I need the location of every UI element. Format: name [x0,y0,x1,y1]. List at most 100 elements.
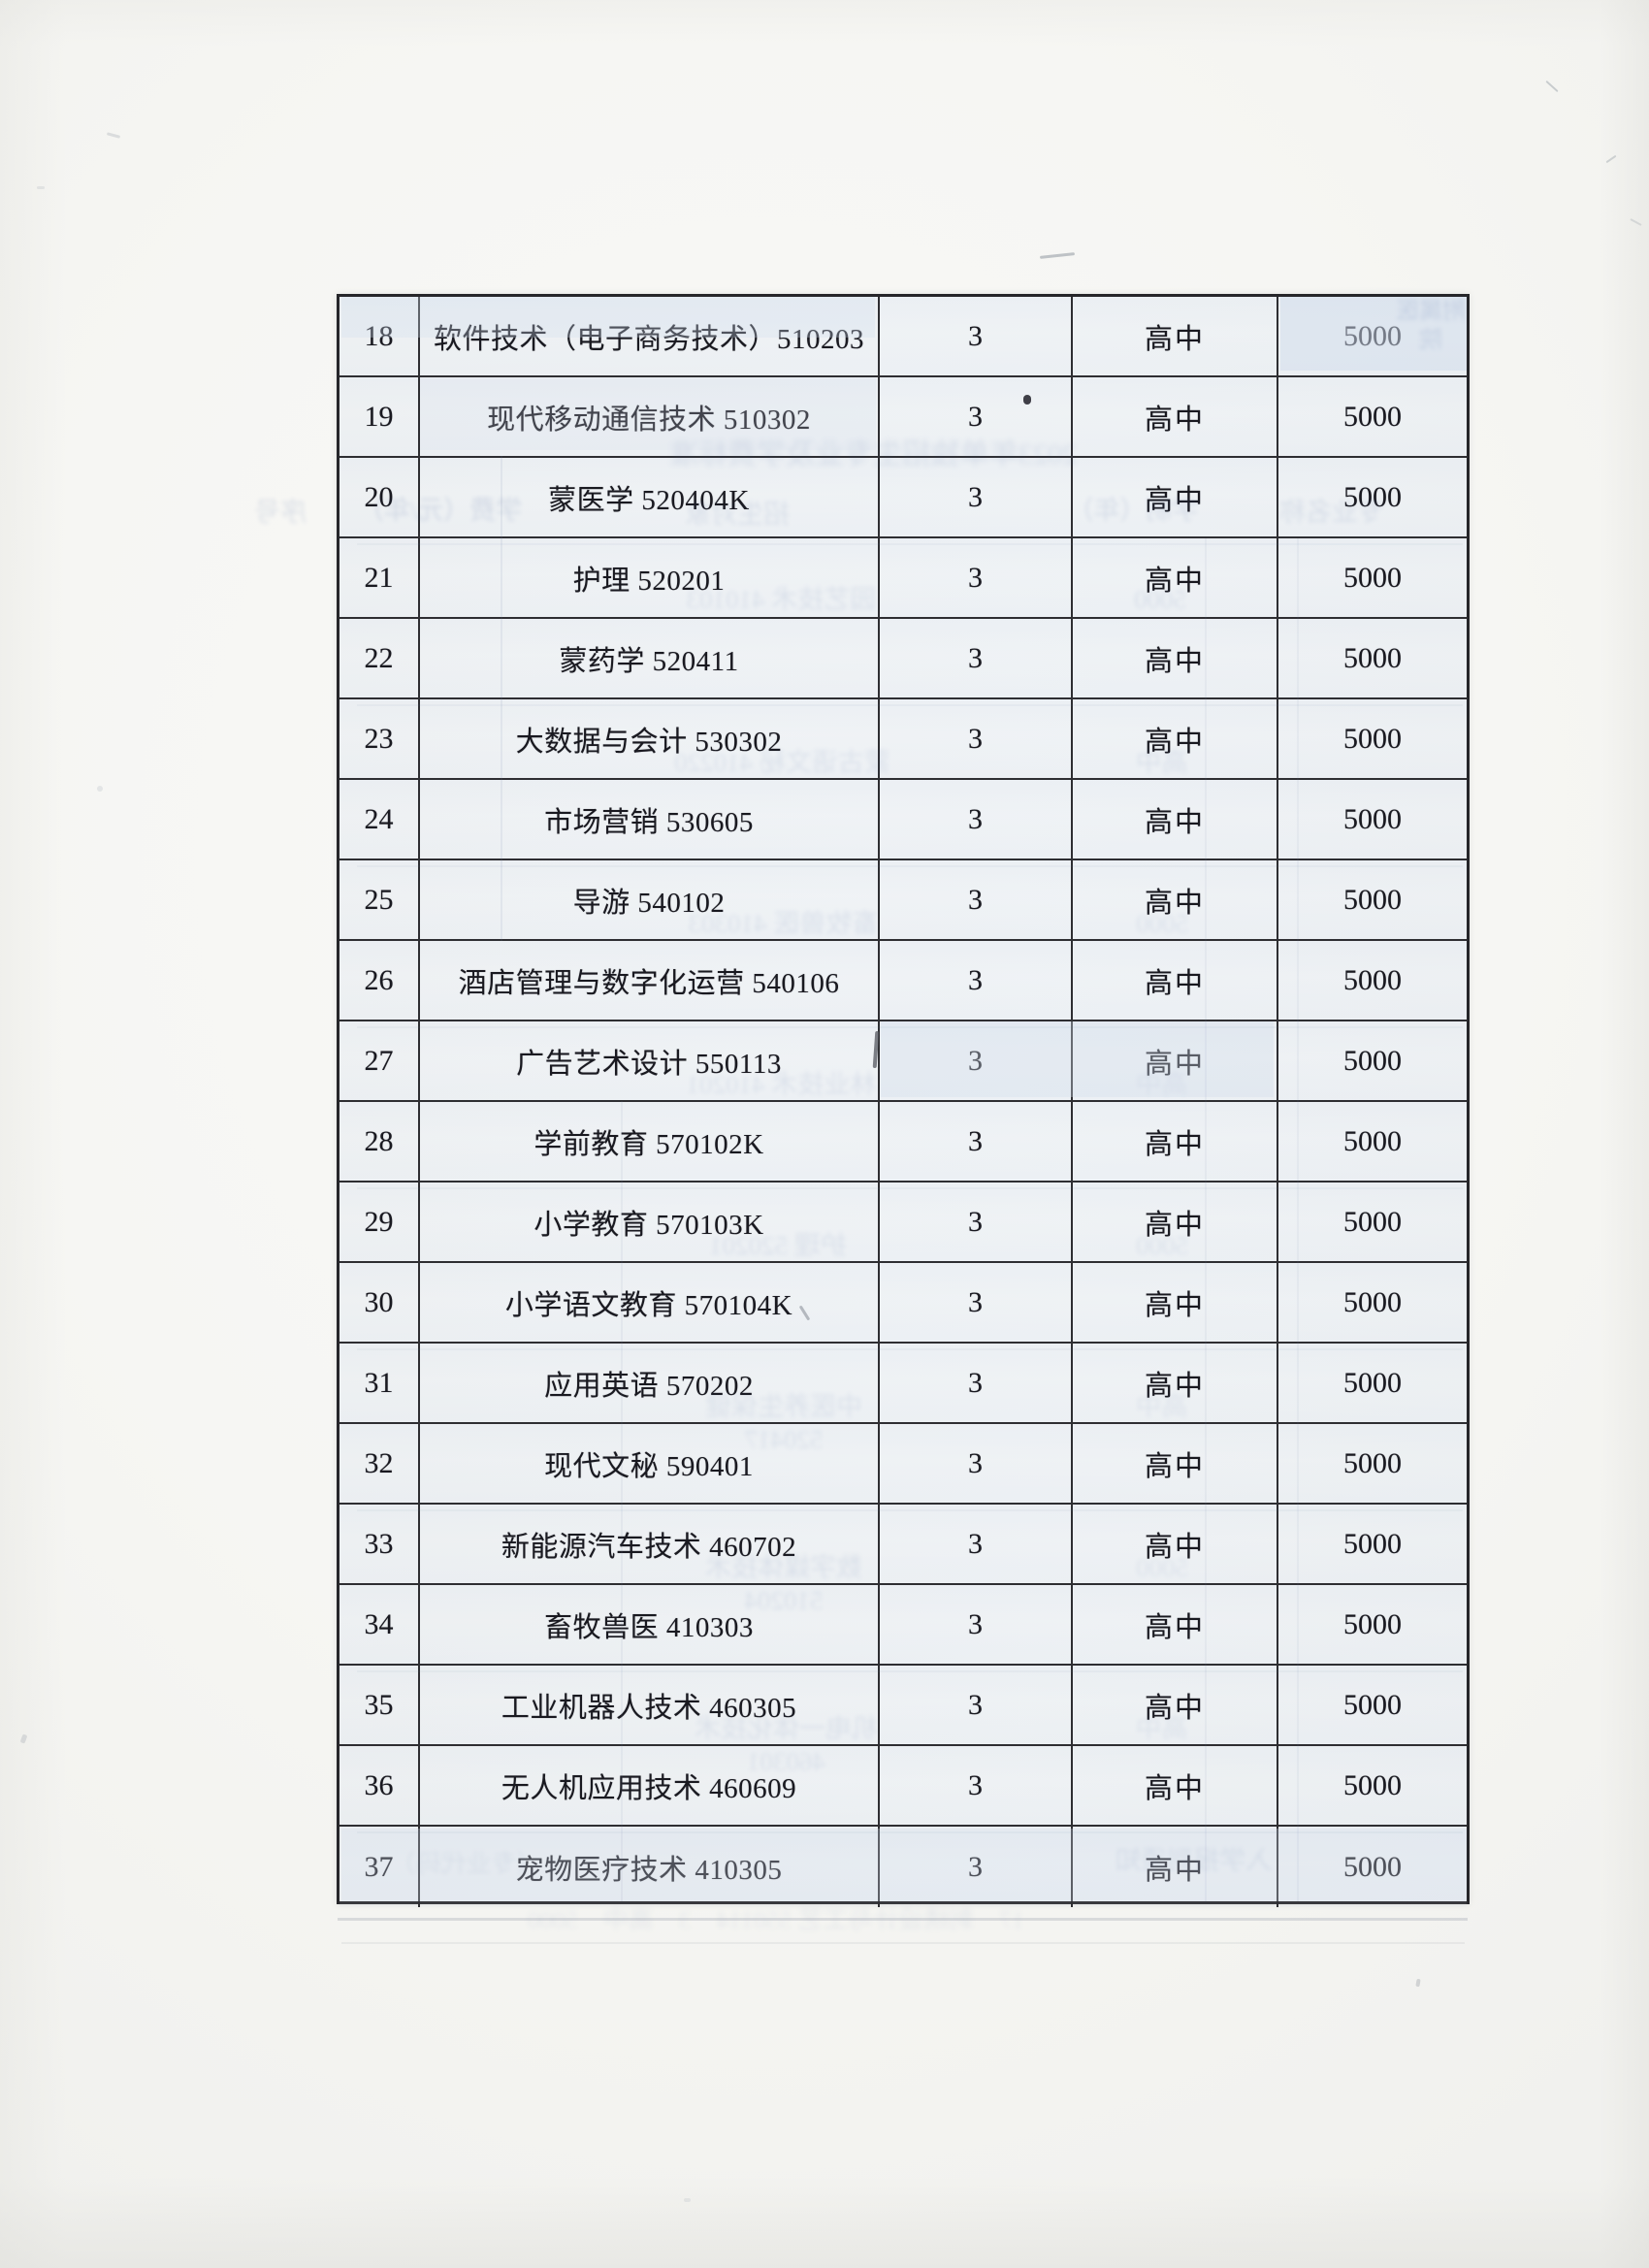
education-level-cell: 高中 [1073,1746,1278,1825]
tuition-fee-cell: 5000 [1343,1607,1402,1640]
scan-artifact-mark [338,1918,1468,1921]
education-level-cell: 高中 [1073,619,1278,697]
program-name-cell: 市场营销 530605 [420,780,880,859]
tuition-fee-cell: 5000 [1343,1124,1402,1157]
table-row: 30 小学语文教育 570104K 3 高中 5000 [340,1263,1467,1344]
program-name-cell: 大数据与会计 530302 [420,699,880,778]
tuition-fee-cell: 5000 [1343,722,1402,755]
education-level-cell: 高中 [1073,860,1278,939]
education-level-cell: 高中 [1073,1021,1278,1100]
table-row: 20 蒙医学 520404K 3 高中 5000 [340,458,1467,538]
education-level-cell: 高中 [1073,538,1278,617]
row-number-cell: 34 [340,1585,420,1664]
row-number-cell: 29 [340,1183,420,1261]
row-number-cell: 24 [340,780,420,859]
program-name-cell: 小学语文教育 570104K [420,1263,880,1342]
tuition-fee-cell: 5000 [1343,319,1402,352]
tuition-fee-cell: 5000 [1343,1446,1402,1479]
tuition-fee-cell: 5000 [1343,1768,1402,1801]
education-level-cell: 高中 [1073,941,1278,1020]
tuition-fee-cell: 5000 [1343,1527,1402,1560]
tuition-fee-cell: 5000 [1343,1044,1402,1077]
duration-years-cell: 3 [880,1827,1073,1907]
scan-artifact-mark [37,186,45,189]
row-number-cell: 27 [340,1021,420,1100]
education-level-cell: 高中 [1073,780,1278,859]
duration-years-cell: 3 [880,1585,1073,1664]
duration-years-cell: 3 [880,860,1073,939]
program-name-cell: 广告艺术设计 550113 [420,1021,880,1100]
education-level-cell: 高中 [1073,377,1278,456]
row-number-cell: 36 [340,1746,420,1825]
scan-artifact-mark [1630,218,1642,226]
education-level-cell: 高中 [1073,1585,1278,1664]
education-level-cell: 高中 [1073,1344,1278,1422]
program-name-cell: 现代移动通信技术 510302 [420,377,880,456]
table-row: 28 学前教育 570102K 3 高中 5000 [340,1102,1467,1183]
duration-years-cell: 3 [880,619,1073,697]
education-level-cell: 高中 [1073,458,1278,536]
duration-years-cell: 3 [880,1666,1073,1744]
tuition-fee-cell: 5000 [1343,1285,1402,1318]
program-name-cell: 酒店管理与数字化运营 540106 [420,941,880,1020]
duration-years-cell: 3 [880,1344,1073,1422]
scan-artifact-mark [97,786,103,792]
row-number-cell: 32 [340,1424,420,1503]
table-row: 24 市场营销 530605 3 高中 5000 [340,780,1467,860]
row-number-cell: 21 [340,538,420,617]
tuition-fee-cell: 5000 [1343,1688,1402,1721]
education-level-cell: 高中 [1073,1183,1278,1261]
tuition-fee-cell: 5000 [1343,641,1402,674]
program-name-cell: 畜牧兽医 410303 [420,1585,880,1664]
tuition-fee-cell: 5000 [1343,561,1402,594]
tuition-fee-cell: 5000 [1343,480,1402,513]
table-row: 37 宠物医疗技术 410305 3 高中 5000 [340,1827,1467,1907]
table-row: 23 大数据与会计 530302 3 高中 5000 [340,699,1467,780]
scan-artifact-mark [1039,252,1076,259]
table-row: 18 软件技术（电子商务技术）510203 3 高中 5000 [340,297,1467,377]
duration-years-cell: 3 [880,1505,1073,1583]
scan-artifact-mark [684,2198,691,2202]
row-number-cell: 35 [340,1666,420,1744]
table-row: 33 新能源汽车技术 460702 3 高中 5000 [340,1505,1467,1585]
table-row: 36 无人机应用技术 460609 3 高中 5000 [340,1746,1467,1827]
tuition-fee-cell: 5000 [1343,1850,1402,1883]
table-row: 34 畜牧兽医 410303 3 高中 5000 [340,1585,1467,1666]
duration-years-cell: 3 [880,1183,1073,1261]
program-name-cell: 护理 520201 [420,538,880,617]
row-number-cell: 23 [340,699,420,778]
tuition-fee-cell: 5000 [1343,1366,1402,1399]
row-number-cell: 30 [340,1263,420,1342]
education-level-cell: 高中 [1073,297,1278,375]
duration-years-cell: 3 [880,1102,1073,1181]
program-name-cell: 无人机应用技术 460609 [420,1746,880,1825]
program-name-cell: 工业机器人技术 460305 [420,1666,880,1744]
scan-artifact-mark [19,1733,28,1744]
table-row: 19 现代移动通信技术 510302 3 高中 5000 [340,377,1467,458]
program-name-cell: 软件技术（电子商务技术）510203 [420,297,880,375]
education-level-cell: 高中 [1073,1102,1278,1181]
program-name-cell: 蒙医学 520404K [420,458,880,536]
table-row: 26 酒店管理与数字化运营 540106 3 高中 5000 [340,941,1467,1021]
row-number-cell: 25 [340,860,420,939]
education-level-cell: 高中 [1073,1263,1278,1342]
education-level-cell: 高中 [1073,699,1278,778]
program-name-cell: 新能源汽车技术 460702 [420,1505,880,1583]
duration-years-cell: 3 [880,780,1073,859]
bleed-ghost-text: 17 刺绣设计与工艺 550114 3 高中 5000 [527,1906,1025,1934]
program-name-cell: 导游 540102 [420,860,880,939]
row-number-cell: 18 [340,297,420,375]
duration-years-cell: 3 [880,1021,1073,1100]
table-row: 27 广告艺术设计 550113 3 高中 5000 [340,1021,1467,1102]
program-name-cell: 应用英语 570202 [420,1344,880,1422]
row-number-cell: 31 [340,1344,420,1422]
education-level-cell: 高中 [1073,1666,1278,1744]
row-number-cell: 20 [340,458,420,536]
tuition-table: 18 软件技术（电子商务技术）510203 3 高中 5000 19 现代移动通… [337,294,1470,1907]
education-level-cell: 高中 [1073,1505,1278,1583]
program-name-cell: 宠物医疗技术 410305 [420,1827,880,1907]
tuition-fee-cell: 5000 [1343,883,1402,916]
education-level-cell: 高中 [1073,1827,1278,1907]
program-name-cell: 现代文秘 590401 [420,1424,880,1503]
